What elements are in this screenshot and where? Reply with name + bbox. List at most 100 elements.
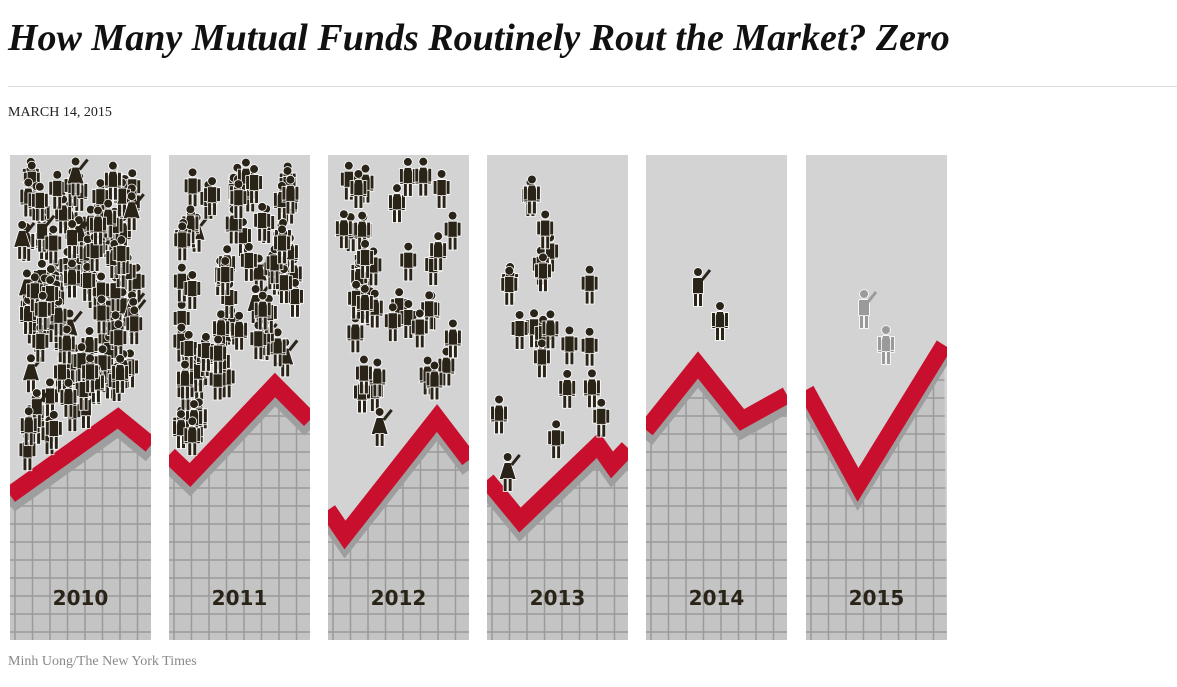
man-figure <box>443 210 462 251</box>
publish-date: MARCH 14, 2015 <box>8 105 112 120</box>
image-credit: Minh Uong/The New York Times <box>8 654 197 669</box>
woman-figure <box>353 210 372 251</box>
year-label: 2010 <box>53 586 109 610</box>
year-label: 2015 <box>849 586 905 610</box>
man-figure <box>355 354 373 395</box>
man-figure <box>183 270 202 310</box>
man-figure <box>560 325 579 366</box>
year-panel-2010: 2010 <box>10 155 151 640</box>
woman-figure <box>253 290 272 331</box>
woman-figure <box>175 359 195 400</box>
man-figure <box>245 164 263 204</box>
woman-figure <box>281 174 300 215</box>
man-figure <box>510 310 529 350</box>
man-figure <box>536 209 555 250</box>
year-panel-2011: 2011 <box>169 155 310 640</box>
year-label: 2011 <box>212 586 268 610</box>
man-figure <box>93 344 112 384</box>
man-figure <box>533 338 551 379</box>
man-figure <box>125 305 144 346</box>
woman-figure <box>355 284 374 324</box>
woman-figure <box>122 191 145 232</box>
woman-figure <box>230 310 249 351</box>
man-figure <box>547 419 565 460</box>
man-figure <box>399 241 418 282</box>
market-trend-line <box>328 404 469 550</box>
divider <box>8 86 1177 87</box>
man-figure <box>92 271 110 312</box>
woman-figure <box>268 327 287 368</box>
man-figure <box>420 290 438 331</box>
fund-managers <box>858 289 896 365</box>
man-figure <box>173 221 192 262</box>
man-figure <box>253 202 271 242</box>
man-figure <box>580 264 599 305</box>
woman-figure <box>876 325 896 365</box>
man-figure <box>81 353 99 394</box>
man-figure <box>31 181 49 222</box>
fund-managers <box>13 156 147 472</box>
woman-figure <box>349 169 368 209</box>
year-label: 2012 <box>371 586 427 610</box>
woman-figure <box>387 183 407 223</box>
woman-figure <box>710 301 730 341</box>
man-figure <box>66 219 86 259</box>
fund-managers <box>692 267 730 341</box>
woman-figure <box>66 156 89 197</box>
man-figure <box>33 290 52 331</box>
woman-figure <box>558 369 577 409</box>
woman-figure <box>414 156 433 197</box>
man-figure <box>216 256 235 296</box>
woman-figure <box>489 394 509 435</box>
woman-figure <box>88 205 108 246</box>
woman-figure <box>19 406 38 447</box>
year-panel-2015: 2015 <box>806 155 947 640</box>
woman-figure <box>110 354 130 394</box>
man-figure <box>432 169 451 209</box>
market-trend-line <box>169 372 310 488</box>
year-label: 2013 <box>530 586 586 610</box>
year-label: 2014 <box>689 586 745 610</box>
market-trend-line <box>487 431 628 533</box>
woman-figure <box>334 209 353 250</box>
market-trend-line <box>646 351 787 436</box>
woman-figure <box>370 407 393 447</box>
man-figure <box>209 334 227 375</box>
woman-figure <box>103 160 123 201</box>
woman-figure <box>437 346 456 387</box>
man-figure <box>45 410 63 450</box>
year-panel-2012: 2012 <box>328 155 469 640</box>
man-figure <box>580 326 599 367</box>
year-panel-2013: 2013 <box>487 155 628 640</box>
fund-managers <box>489 174 611 492</box>
man-figure <box>858 289 878 329</box>
man-figure <box>286 278 304 318</box>
market-trend-line <box>806 340 947 502</box>
man-figure <box>44 224 63 265</box>
woman-figure <box>59 378 78 418</box>
man-figure <box>410 308 429 349</box>
woman-figure <box>443 318 462 359</box>
man-figure <box>240 242 258 282</box>
fund-managers <box>171 157 304 457</box>
man-figure <box>112 235 131 275</box>
man-figure <box>203 176 221 216</box>
man-figure <box>183 167 202 208</box>
woman-figure <box>541 309 560 350</box>
man-figure <box>229 179 248 219</box>
woman-figure <box>13 220 36 260</box>
man-figure <box>534 252 552 293</box>
man-figure <box>500 265 519 306</box>
man-figure <box>273 224 291 265</box>
woman-figure <box>183 416 202 457</box>
year-panel-2014: 2014 <box>646 155 787 640</box>
woman-figure <box>582 368 602 409</box>
fund-managers <box>334 156 462 447</box>
woman-figure <box>498 452 521 492</box>
market-trend-line <box>10 407 151 502</box>
headline: How Many Mutual Funds Routinely Rout the… <box>8 17 950 59</box>
woman-figure <box>62 258 82 299</box>
man-figure <box>692 267 712 307</box>
man-figure <box>383 302 402 343</box>
